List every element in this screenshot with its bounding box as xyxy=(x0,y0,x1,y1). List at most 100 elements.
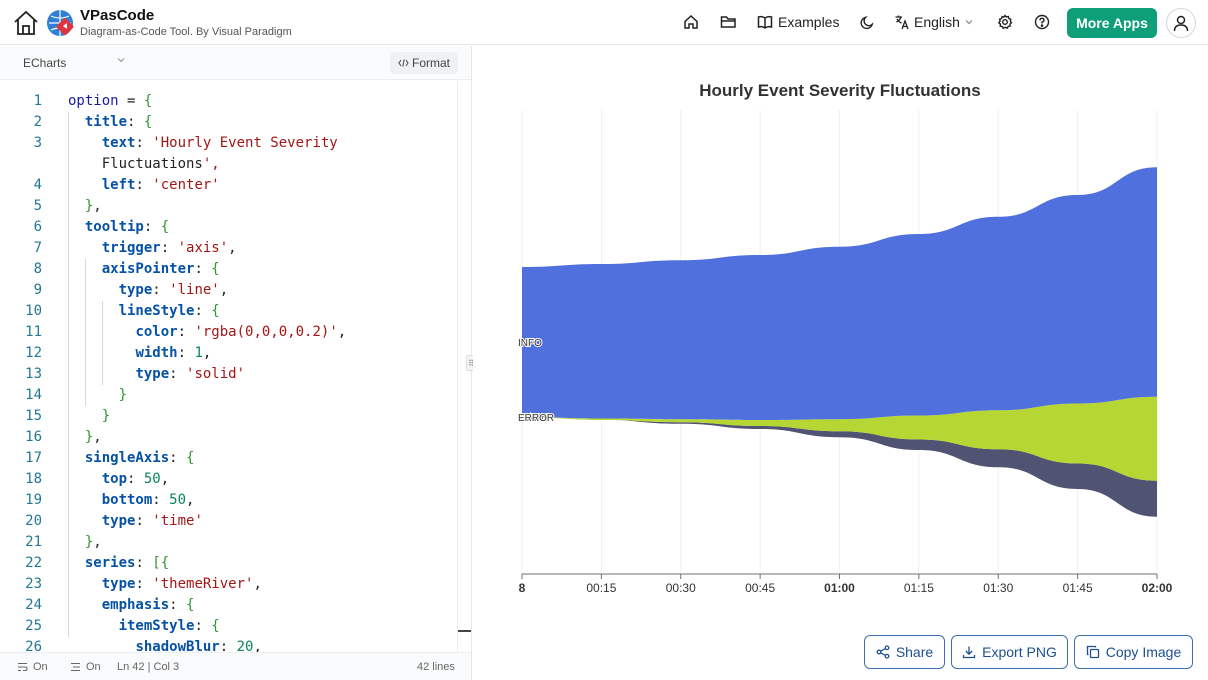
more-apps-button[interactable]: More Apps xyxy=(1067,8,1157,38)
chevron-down-icon xyxy=(117,58,125,63)
app-header: VPasCode Diagram-as-Code Tool. By Visual… xyxy=(0,0,1208,45)
code-line[interactable]: 21 }, xyxy=(0,532,457,553)
editor-scrollbar[interactable] xyxy=(457,81,471,652)
code-line[interactable]: 19 bottom: 50, xyxy=(0,490,457,511)
code-line[interactable]: 24 emphasis: { xyxy=(0,595,457,616)
code-text: type: 'solid' xyxy=(135,366,246,382)
line-number: 25 xyxy=(25,618,42,634)
code-line[interactable]: 20 type: 'time' xyxy=(0,511,457,532)
indent-guide xyxy=(68,112,69,637)
code-text: lineStyle: { xyxy=(118,303,220,319)
x-tick-label: 01:00 xyxy=(824,581,855,595)
code-line[interactable]: 16 }, xyxy=(0,427,457,448)
code-text: type: 'line', xyxy=(118,282,229,298)
code-text: }, xyxy=(84,429,102,445)
code-text: type: 'time' xyxy=(101,513,203,529)
line-number: 17 xyxy=(25,450,42,466)
cursor-position: Ln 42 | Col 3 xyxy=(117,661,180,673)
settings-gear-icon[interactable] xyxy=(996,11,1014,33)
line-number: 26 xyxy=(25,639,42,652)
home-icon[interactable] xyxy=(681,11,701,33)
copy-image-button[interactable]: Copy Image xyxy=(1074,635,1193,669)
code-editor-panel: ECharts Format 1 option = {2 title: {3 te… xyxy=(0,46,472,680)
code-line[interactable]: 10 lineStyle: { xyxy=(0,301,457,322)
code-text: bottom: 50, xyxy=(101,492,195,508)
share-button[interactable]: Share xyxy=(864,635,945,669)
indent-guide xyxy=(102,301,103,385)
code-line[interactable]: 2 title: { xyxy=(0,112,457,133)
code-text: top: 50, xyxy=(101,471,170,487)
share-icon xyxy=(876,645,890,659)
code-line[interactable]: 5 }, xyxy=(0,196,457,217)
editor-toolbar: ECharts Format xyxy=(0,46,471,80)
chevron-down-icon xyxy=(965,20,973,25)
line-number: 24 xyxy=(25,597,42,613)
series-label: INFO xyxy=(518,338,542,349)
share-label: Share xyxy=(895,644,934,660)
code-line[interactable]: 23 type: 'themeRiver', xyxy=(0,574,457,595)
code-text: }, xyxy=(84,534,102,550)
code-line[interactable]: 14 } xyxy=(0,385,457,406)
folder-icon[interactable] xyxy=(718,11,738,33)
code-line[interactable]: 8 axisPointer: { xyxy=(0,259,457,280)
code-line[interactable]: 7 trigger: 'axis', xyxy=(0,238,457,259)
code-line[interactable]: 13 type: 'solid' xyxy=(0,364,457,385)
line-number: 3 xyxy=(33,135,42,151)
home-logo-icon[interactable] xyxy=(12,9,40,37)
code-line[interactable]: 9 type: 'line', xyxy=(0,280,457,301)
vpascode-logo-icon xyxy=(45,8,75,38)
code-text: color: 'rgba(0,0,0,0.2)', xyxy=(135,324,347,340)
dark-mode-icon[interactable] xyxy=(858,11,876,33)
line-number: 2 xyxy=(33,114,42,130)
language-label: English xyxy=(914,14,960,30)
code-line[interactable]: 6 tooltip: { xyxy=(0,217,457,238)
export-png-label: Export PNG xyxy=(982,644,1057,660)
code-line[interactable]: 11 color: 'rgba(0,0,0,0.2)', xyxy=(0,322,457,343)
code-line[interactable]: 17 singleAxis: { xyxy=(0,448,457,469)
code-line[interactable]: 3 text: 'Hourly Event Severity xyxy=(0,133,457,154)
line-number: 18 xyxy=(25,471,42,487)
editor-status-bar: On On Ln 42 | Col 3 42 lines xyxy=(0,652,471,680)
examples-label: Examples xyxy=(778,14,840,30)
series-error-area xyxy=(522,417,1157,517)
indent-guide xyxy=(85,259,86,406)
code-line[interactable]: 26 shadowBlur: 20, xyxy=(0,637,457,652)
line-number: 8 xyxy=(33,261,42,277)
help-icon[interactable] xyxy=(1033,11,1051,33)
code-line[interactable]: Fluctuations', xyxy=(0,154,457,175)
code-line[interactable]: 12 width: 1, xyxy=(0,343,457,364)
x-tick-label: 01:15 xyxy=(904,581,934,595)
minimap-toggle[interactable]: On xyxy=(70,661,101,673)
code-text: itemStyle: { xyxy=(118,618,220,634)
line-number: 13 xyxy=(25,366,42,382)
export-png-button[interactable]: Export PNG xyxy=(951,635,1068,669)
word-wrap-toggle[interactable]: On xyxy=(17,661,48,673)
x-tick-label: 01:45 xyxy=(1063,581,1093,595)
code-text: type: 'themeRiver', xyxy=(101,576,262,592)
diagram-language-select[interactable]: ECharts xyxy=(12,52,130,74)
x-tick-label: 01:30 xyxy=(983,581,1013,595)
list-icon xyxy=(71,662,80,672)
code-icon xyxy=(398,59,409,67)
line-number: 14 xyxy=(25,387,42,403)
code-line[interactable]: 18 top: 50, xyxy=(0,469,457,490)
examples-button[interactable]: Examples xyxy=(757,11,839,33)
code-text: Fluctuations', xyxy=(101,156,220,172)
scrollbar-thumb[interactable] xyxy=(458,630,471,632)
code-line[interactable]: 15 } xyxy=(0,406,457,427)
format-button[interactable]: Format xyxy=(390,52,458,74)
word-wrap-status: On xyxy=(33,661,48,673)
code-line[interactable]: 25 itemStyle: { xyxy=(0,616,457,637)
line-number: 6 xyxy=(33,219,42,235)
language-select[interactable]: English xyxy=(894,11,974,33)
code-line[interactable]: 1 option = { xyxy=(0,91,457,112)
code-line[interactable]: 4 left: 'center' xyxy=(0,175,457,196)
x-tick-label: 00:45 xyxy=(745,581,775,595)
code-text-area[interactable]: 1 option = {2 title: {3 text: 'Hourly Eve… xyxy=(0,81,457,652)
user-avatar-icon[interactable] xyxy=(1166,8,1196,38)
app-subtitle: Diagram-as-Code Tool. By Visual Paradigm xyxy=(80,26,292,38)
series-label: WARN xyxy=(518,413,548,424)
line-number: 16 xyxy=(25,429,42,445)
code-text: shadowBlur: 20, xyxy=(135,639,262,652)
code-line[interactable]: 22 series: [{ xyxy=(0,553,457,574)
